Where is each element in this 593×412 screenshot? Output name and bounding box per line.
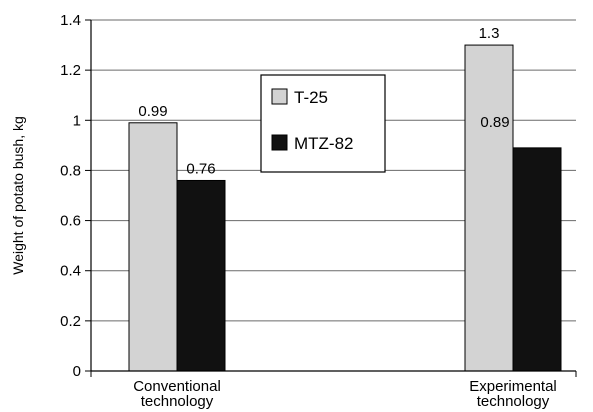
y-tick-label: 1.4	[60, 12, 81, 29]
bar-mtz-82-1	[512, 147, 562, 372]
y-tick-label: 0.4	[60, 263, 81, 280]
data-label: 0.76	[186, 160, 215, 177]
data-labels: 0.99 1.3 0.76 0.89	[138, 25, 509, 177]
legend-swatch-mtz-82	[271, 134, 288, 151]
x-tick-label: Experimental technology	[469, 378, 557, 410]
x-tick-labels: Conventional technology Experimental techno…	[133, 378, 557, 410]
y-tick-label: 0.2	[60, 313, 81, 330]
x-tick-label: Conventional technology	[133, 378, 221, 410]
data-label: 0.89	[480, 114, 509, 131]
y-tick-label: 0.6	[60, 213, 81, 230]
y-tick-label: 0	[73, 363, 81, 380]
y-tick-labels: 0 0.2 0.4 0.6 0.8 1 1.2 1.4	[60, 12, 81, 380]
bar-mtz-82-0	[176, 179, 226, 372]
bar-t-25-0	[128, 122, 178, 372]
legend-swatch-t-25	[271, 88, 288, 105]
y-tick-label: 0.8	[60, 162, 81, 179]
axes	[85, 19, 577, 377]
legend-label: MTZ-82	[294, 134, 354, 153]
data-label: 0.99	[138, 103, 167, 120]
y-tick-label: 1.2	[60, 62, 81, 79]
legend: T-25 MTZ-82	[260, 74, 386, 173]
y-tick-label: 1	[73, 112, 81, 129]
legend-label: T-25	[294, 88, 328, 107]
data-label: 1.3	[479, 25, 500, 42]
bar-t-25-1	[464, 44, 514, 372]
bars	[128, 44, 562, 372]
y-axis-title: Weight of potato bush, kg	[10, 116, 26, 275]
